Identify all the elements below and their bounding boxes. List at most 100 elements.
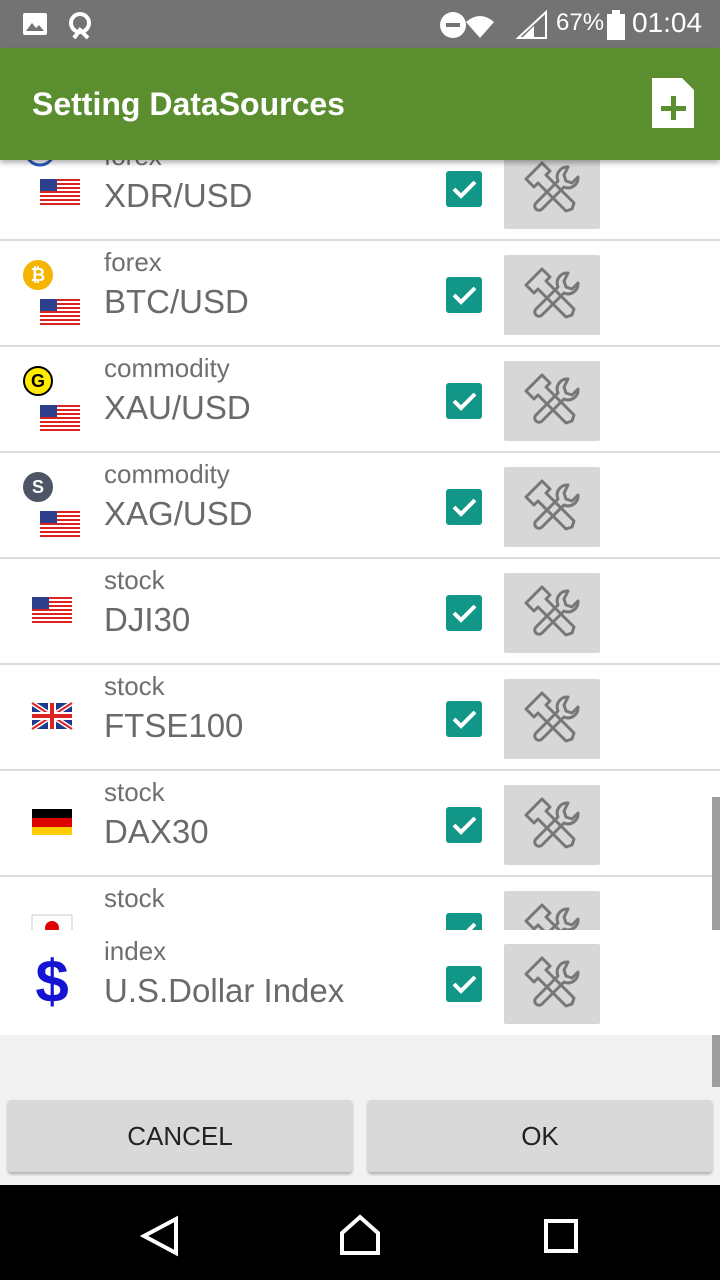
enable-checkbox[interactable] — [446, 913, 482, 930]
icon-part — [524, 585, 580, 637]
icon-part — [40, 323, 80, 325]
icon-part — [40, 531, 80, 533]
settings-button[interactable] — [504, 467, 600, 547]
icon-part — [524, 161, 580, 213]
source-row[interactable]: stock DJI30 — [0, 559, 720, 665]
enable-checkbox[interactable] — [446, 807, 482, 843]
icon-part — [524, 903, 580, 930]
settings-button[interactable] — [504, 160, 600, 229]
source-category: stock — [104, 777, 165, 807]
icon-part — [32, 597, 72, 599]
icon-part — [40, 299, 80, 301]
scrollbar — [712, 1035, 720, 1087]
icon-part — [524, 267, 576, 319]
source-icon — [32, 597, 72, 623]
enable-checkbox[interactable] — [446, 489, 482, 525]
source-icon: G — [23, 366, 80, 431]
icon-part — [40, 417, 80, 419]
source-name: FTSE100 — [104, 707, 244, 744]
enable-checkbox[interactable] — [446, 383, 482, 419]
icon-part — [524, 956, 580, 1008]
enable-checkbox[interactable] — [446, 595, 482, 631]
coin-letter: G — [31, 371, 45, 391]
icon-part — [72, 26, 90, 40]
icon-part — [40, 527, 80, 529]
icon-part — [524, 903, 562, 930]
icon-part — [40, 319, 80, 321]
icon-part — [32, 609, 72, 611]
settings-button[interactable] — [504, 785, 600, 865]
icon-part — [32, 613, 72, 615]
icon-part — [533, 271, 580, 318]
clock: 01:04 — [632, 7, 703, 38]
settings-button[interactable] — [504, 361, 600, 441]
source-row[interactable]: forex XDR/USD — [0, 160, 720, 241]
icon-part — [40, 307, 80, 309]
settings-button[interactable] — [504, 891, 600, 930]
icon-part — [452, 604, 477, 623]
nav-bar — [0, 1185, 720, 1280]
icon-part — [40, 303, 80, 305]
wrench-icon — [524, 479, 580, 531]
settings-button[interactable] — [504, 573, 600, 653]
source-row[interactable]: stock — [0, 877, 720, 930]
ok-button[interactable]: OK — [368, 1100, 712, 1172]
icon-part — [533, 960, 580, 1007]
source-icon — [31, 914, 73, 930]
cancel-button[interactable]: CANCEL — [8, 1100, 352, 1172]
source-row[interactable]: G commodity XAU/USD — [0, 347, 720, 453]
source-row[interactable]: S commodity XAG/USD — [0, 453, 720, 559]
source-name: U.S.Dollar Index — [104, 972, 345, 1009]
add-source-button[interactable] — [652, 78, 694, 128]
recents-button[interactable] — [544, 1219, 578, 1253]
settings-button[interactable] — [504, 679, 600, 759]
source-icon: ₿ — [23, 260, 80, 325]
icon-part — [452, 710, 477, 729]
wrench-icon — [524, 267, 580, 319]
icon-part — [524, 479, 576, 531]
source-icon: $ — [35, 948, 68, 1015]
source-row[interactable]: ₿ forex BTC/USD — [0, 241, 720, 347]
icon-part — [40, 413, 80, 415]
source-row[interactable]: stock FTSE100 — [0, 665, 720, 771]
icon-part — [32, 827, 72, 835]
source-row[interactable]: $ index U.S.Dollar Index — [0, 930, 720, 1034]
icon-part — [32, 818, 72, 827]
enable-checkbox[interactable] — [446, 171, 482, 207]
icon-part — [533, 801, 580, 848]
source-icon — [27, 160, 80, 205]
icon-part — [23, 472, 53, 502]
source-row[interactable]: stock DAX30 — [0, 771, 720, 877]
icon-part — [452, 498, 477, 517]
icon-part — [452, 975, 477, 994]
settings-button[interactable] — [504, 944, 600, 1024]
icon-part — [607, 14, 625, 40]
back-button[interactable] — [139, 1215, 178, 1257]
app-bar: Setting DataSources — [0, 48, 720, 160]
check-mark — [452, 604, 477, 623]
enable-checkbox[interactable] — [446, 966, 482, 1002]
icon-part — [524, 267, 580, 319]
source-name: XAG/USD — [104, 495, 253, 532]
check-mark — [452, 816, 477, 835]
source-name: XDR/USD — [104, 177, 253, 214]
settings-button[interactable] — [504, 255, 600, 335]
icon-part — [32, 714, 72, 718]
check-mark — [452, 180, 477, 199]
home-button[interactable] — [340, 1214, 380, 1255]
wrench-icon — [524, 691, 580, 743]
wrench-icon — [524, 373, 580, 425]
icon-part — [40, 179, 57, 191]
source-name: DJI30 — [104, 601, 191, 638]
icon-part — [524, 585, 576, 637]
icon-part — [455, 922, 477, 930]
icon-part — [32, 597, 49, 609]
icon-part — [524, 479, 580, 531]
check-mark — [452, 286, 477, 305]
status-icons-left — [23, 12, 91, 40]
battery-percent: 67% — [556, 9, 605, 36]
enable-checkbox[interactable] — [446, 277, 482, 313]
enable-checkbox[interactable] — [446, 701, 482, 737]
icon-part — [452, 816, 477, 835]
